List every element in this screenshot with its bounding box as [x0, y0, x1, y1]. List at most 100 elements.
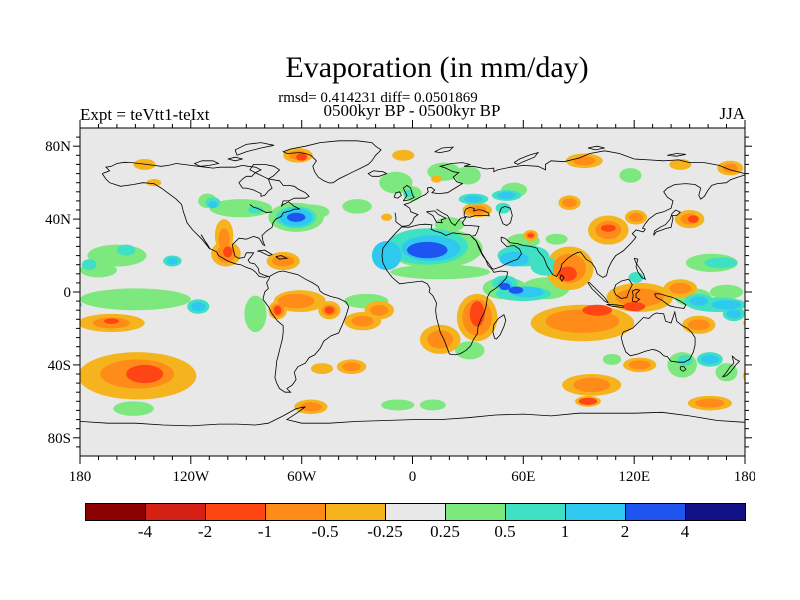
anomaly-region	[427, 330, 454, 349]
anomaly-region	[615, 288, 664, 307]
anomaly-region	[623, 302, 646, 312]
anomaly-region	[286, 212, 306, 222]
anomaly-region	[628, 360, 651, 370]
lon-tick-label: 0	[409, 469, 417, 485]
anomaly-region	[677, 354, 693, 366]
anomaly-region	[464, 195, 483, 203]
lat-tick-label: 40N	[45, 212, 71, 228]
coastline	[613, 278, 633, 299]
coastline	[200, 234, 211, 250]
colorbar-segment	[85, 503, 146, 521]
lon-tick-label: 60E	[511, 469, 535, 485]
anomaly-region	[310, 363, 334, 374]
anomaly-region	[573, 377, 611, 393]
anomaly-region	[430, 175, 443, 183]
stats-line: rmsd= 0.414231 diff= 0.0501869	[278, 90, 478, 106]
anomaly-region	[379, 171, 413, 194]
anomaly-region	[558, 266, 577, 282]
lat-tick-label: 80N	[45, 139, 71, 155]
anomaly-region	[218, 228, 230, 251]
axis-labels: 80N 40N 0 40S 80S 180 120W 60W 0 60E 120E 180	[45, 139, 755, 485]
anomaly-region	[669, 282, 692, 294]
anomaly-region	[499, 282, 511, 291]
anomaly-region	[687, 215, 699, 223]
anomaly-regions	[40, 148, 755, 416]
anomaly-region	[104, 318, 119, 324]
coastline	[436, 208, 467, 227]
anomaly-region	[454, 166, 481, 185]
lon-tick-label: 120W	[172, 469, 210, 485]
anomaly-region	[47, 300, 77, 309]
anomaly-region	[700, 354, 720, 364]
anomaly-region	[80, 288, 191, 311]
anomaly-region	[116, 244, 136, 256]
anomaly-region	[530, 257, 561, 276]
anomaly-region	[752, 245, 755, 267]
anomaly-region	[704, 257, 738, 269]
colorbar-tick-label: 4	[680, 522, 690, 541]
anomaly-region	[419, 399, 446, 411]
anomaly-region	[244, 295, 267, 333]
anomaly-region	[40, 288, 47, 306]
coastline	[587, 281, 610, 304]
page-title: Evaporation (in mm/day)	[285, 51, 589, 84]
anomaly-region	[722, 163, 738, 173]
colorbar-segment	[685, 503, 746, 521]
anomaly-region	[296, 153, 308, 161]
anomaly-region	[726, 309, 742, 319]
anomaly-region	[406, 241, 448, 259]
anomaly-region	[390, 264, 491, 280]
anomaly-region	[272, 255, 295, 267]
coastline	[631, 288, 641, 303]
anomaly-region	[689, 296, 709, 306]
colorbar-tick-label: -1	[257, 522, 273, 541]
coastline	[101, 161, 310, 278]
axis-ticks	[73, 120, 752, 464]
anomaly-region	[40, 254, 73, 272]
anomaly-region	[371, 240, 402, 271]
coastline	[381, 223, 509, 356]
coastline	[282, 140, 382, 184]
coastline	[461, 217, 480, 237]
lon-tick-label: 180	[734, 469, 755, 485]
colorbar-segment	[205, 503, 266, 521]
coastline	[559, 274, 565, 282]
coastline	[393, 191, 402, 199]
coastline	[463, 206, 490, 218]
coastline	[498, 206, 513, 226]
colorbar-tick-label: 1	[560, 522, 570, 541]
anomaly-region	[342, 362, 361, 372]
coastline	[193, 160, 220, 167]
anomaly-region	[40, 257, 73, 268]
anomaly-region	[695, 398, 725, 408]
anomaly-region	[324, 306, 334, 314]
anomaly-region	[126, 364, 164, 384]
anomaly-region	[600, 224, 616, 232]
anomaly-region	[62, 309, 77, 318]
world-map: 80N 40N 0 40S 80S 180 120W 60W 0 60E 120E 180	[40, 120, 755, 485]
anomaly-region	[351, 315, 374, 327]
coastline	[426, 210, 447, 224]
coastline	[513, 151, 540, 165]
coastline	[587, 145, 605, 151]
colorbar-tick-label: -2	[197, 522, 213, 541]
colorbar-segment	[145, 503, 206, 521]
coastline	[653, 209, 682, 236]
coastline	[721, 355, 741, 378]
lon-tick-label: 60W	[287, 469, 317, 485]
lat-tick-label: 40S	[48, 358, 71, 374]
colorbar-segment	[385, 503, 446, 521]
coastline	[80, 406, 745, 427]
coastline	[275, 255, 289, 260]
colorbar-segment	[625, 503, 686, 521]
anomaly-region	[40, 294, 49, 309]
anomaly-region	[81, 259, 97, 271]
anomaly-region	[495, 202, 511, 214]
coastline	[249, 164, 281, 180]
coastline	[262, 270, 350, 393]
season-label: JJA	[719, 104, 745, 123]
anomaly-region	[273, 305, 282, 315]
colorbar-segment	[265, 503, 326, 521]
colorbar-segment	[445, 503, 506, 521]
coastline	[633, 257, 647, 280]
